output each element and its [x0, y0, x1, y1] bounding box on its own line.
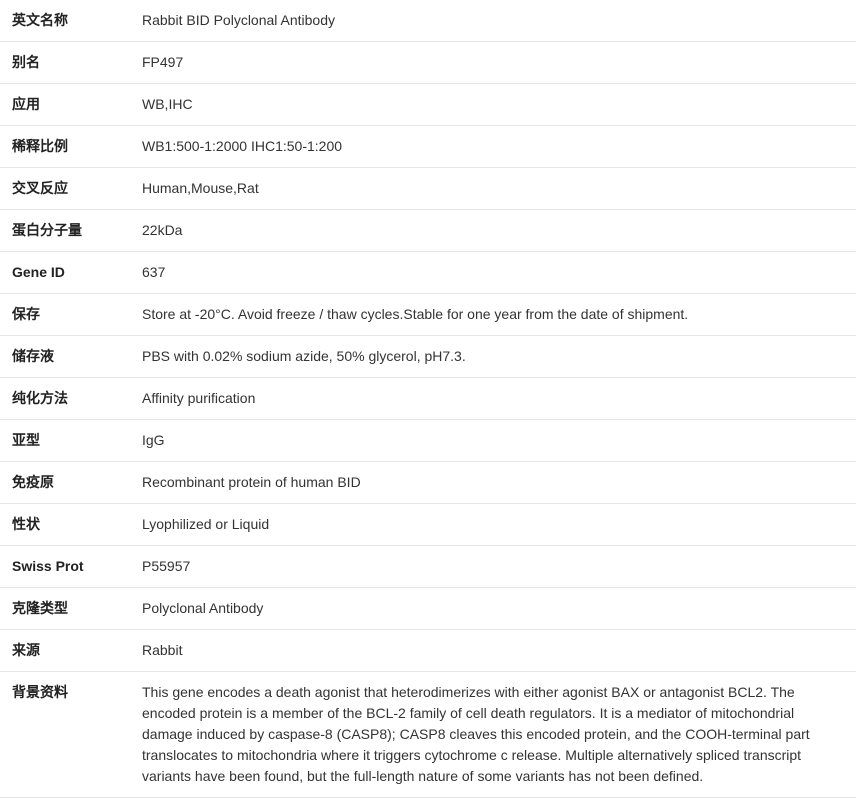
- table-row: 保存 Store at -20°C. Avoid freeze / thaw c…: [0, 294, 856, 336]
- row-value: This gene encodes a death agonist that h…: [130, 672, 856, 798]
- table-row: 蛋白分子量 22kDa: [0, 210, 856, 252]
- table-row: 来源 Rabbit: [0, 630, 856, 672]
- row-value: PBS with 0.02% sodium azide, 50% glycero…: [130, 336, 856, 378]
- table-row: 纯化方法 Affinity purification: [0, 378, 856, 420]
- table-row: 英文名称 Rabbit BID Polyclonal Antibody: [0, 0, 856, 42]
- table-row: Swiss Prot P55957: [0, 546, 856, 588]
- row-label: Gene ID: [0, 252, 130, 294]
- row-value: IgG: [130, 420, 856, 462]
- row-label: 背景资料: [0, 672, 130, 798]
- row-label: 交叉反应: [0, 168, 130, 210]
- row-value: 22kDa: [130, 210, 856, 252]
- row-value: Affinity purification: [130, 378, 856, 420]
- row-value: Rabbit BID Polyclonal Antibody: [130, 0, 856, 42]
- table-row: 储存液 PBS with 0.02% sodium azide, 50% gly…: [0, 336, 856, 378]
- table-row: 别名 FP497: [0, 42, 856, 84]
- row-label: 保存: [0, 294, 130, 336]
- table-row: 性状 Lyophilized or Liquid: [0, 504, 856, 546]
- row-label: 免疫原: [0, 462, 130, 504]
- row-value: Lyophilized or Liquid: [130, 504, 856, 546]
- row-value: Polyclonal Antibody: [130, 588, 856, 630]
- spec-table-body: 英文名称 Rabbit BID Polyclonal Antibody 别名 F…: [0, 0, 856, 798]
- row-value: FP497: [130, 42, 856, 84]
- row-value: Store at -20°C. Avoid freeze / thaw cycl…: [130, 294, 856, 336]
- row-label: 储存液: [0, 336, 130, 378]
- table-row: 交叉反应 Human,Mouse,Rat: [0, 168, 856, 210]
- table-row: 亚型 IgG: [0, 420, 856, 462]
- table-row: 稀释比例 WB1:500-1:2000 IHC1:50-1:200: [0, 126, 856, 168]
- row-label: 稀释比例: [0, 126, 130, 168]
- row-label: 亚型: [0, 420, 130, 462]
- row-label: 来源: [0, 630, 130, 672]
- row-label: 应用: [0, 84, 130, 126]
- row-label: 英文名称: [0, 0, 130, 42]
- row-label: 别名: [0, 42, 130, 84]
- row-value: 637: [130, 252, 856, 294]
- row-value: WB,IHC: [130, 84, 856, 126]
- row-label: 蛋白分子量: [0, 210, 130, 252]
- row-value: Rabbit: [130, 630, 856, 672]
- row-value: Human,Mouse,Rat: [130, 168, 856, 210]
- table-row: 背景资料 This gene encodes a death agonist t…: [0, 672, 856, 798]
- table-row: 免疫原 Recombinant protein of human BID: [0, 462, 856, 504]
- table-row: 克隆类型 Polyclonal Antibody: [0, 588, 856, 630]
- row-label: 纯化方法: [0, 378, 130, 420]
- table-row: 应用 WB,IHC: [0, 84, 856, 126]
- table-row: Gene ID 637: [0, 252, 856, 294]
- row-label: 克隆类型: [0, 588, 130, 630]
- row-value: WB1:500-1:2000 IHC1:50-1:200: [130, 126, 856, 168]
- row-value: P55957: [130, 546, 856, 588]
- spec-table: 英文名称 Rabbit BID Polyclonal Antibody 别名 F…: [0, 0, 856, 798]
- row-label: Swiss Prot: [0, 546, 130, 588]
- row-value: Recombinant protein of human BID: [130, 462, 856, 504]
- row-label: 性状: [0, 504, 130, 546]
